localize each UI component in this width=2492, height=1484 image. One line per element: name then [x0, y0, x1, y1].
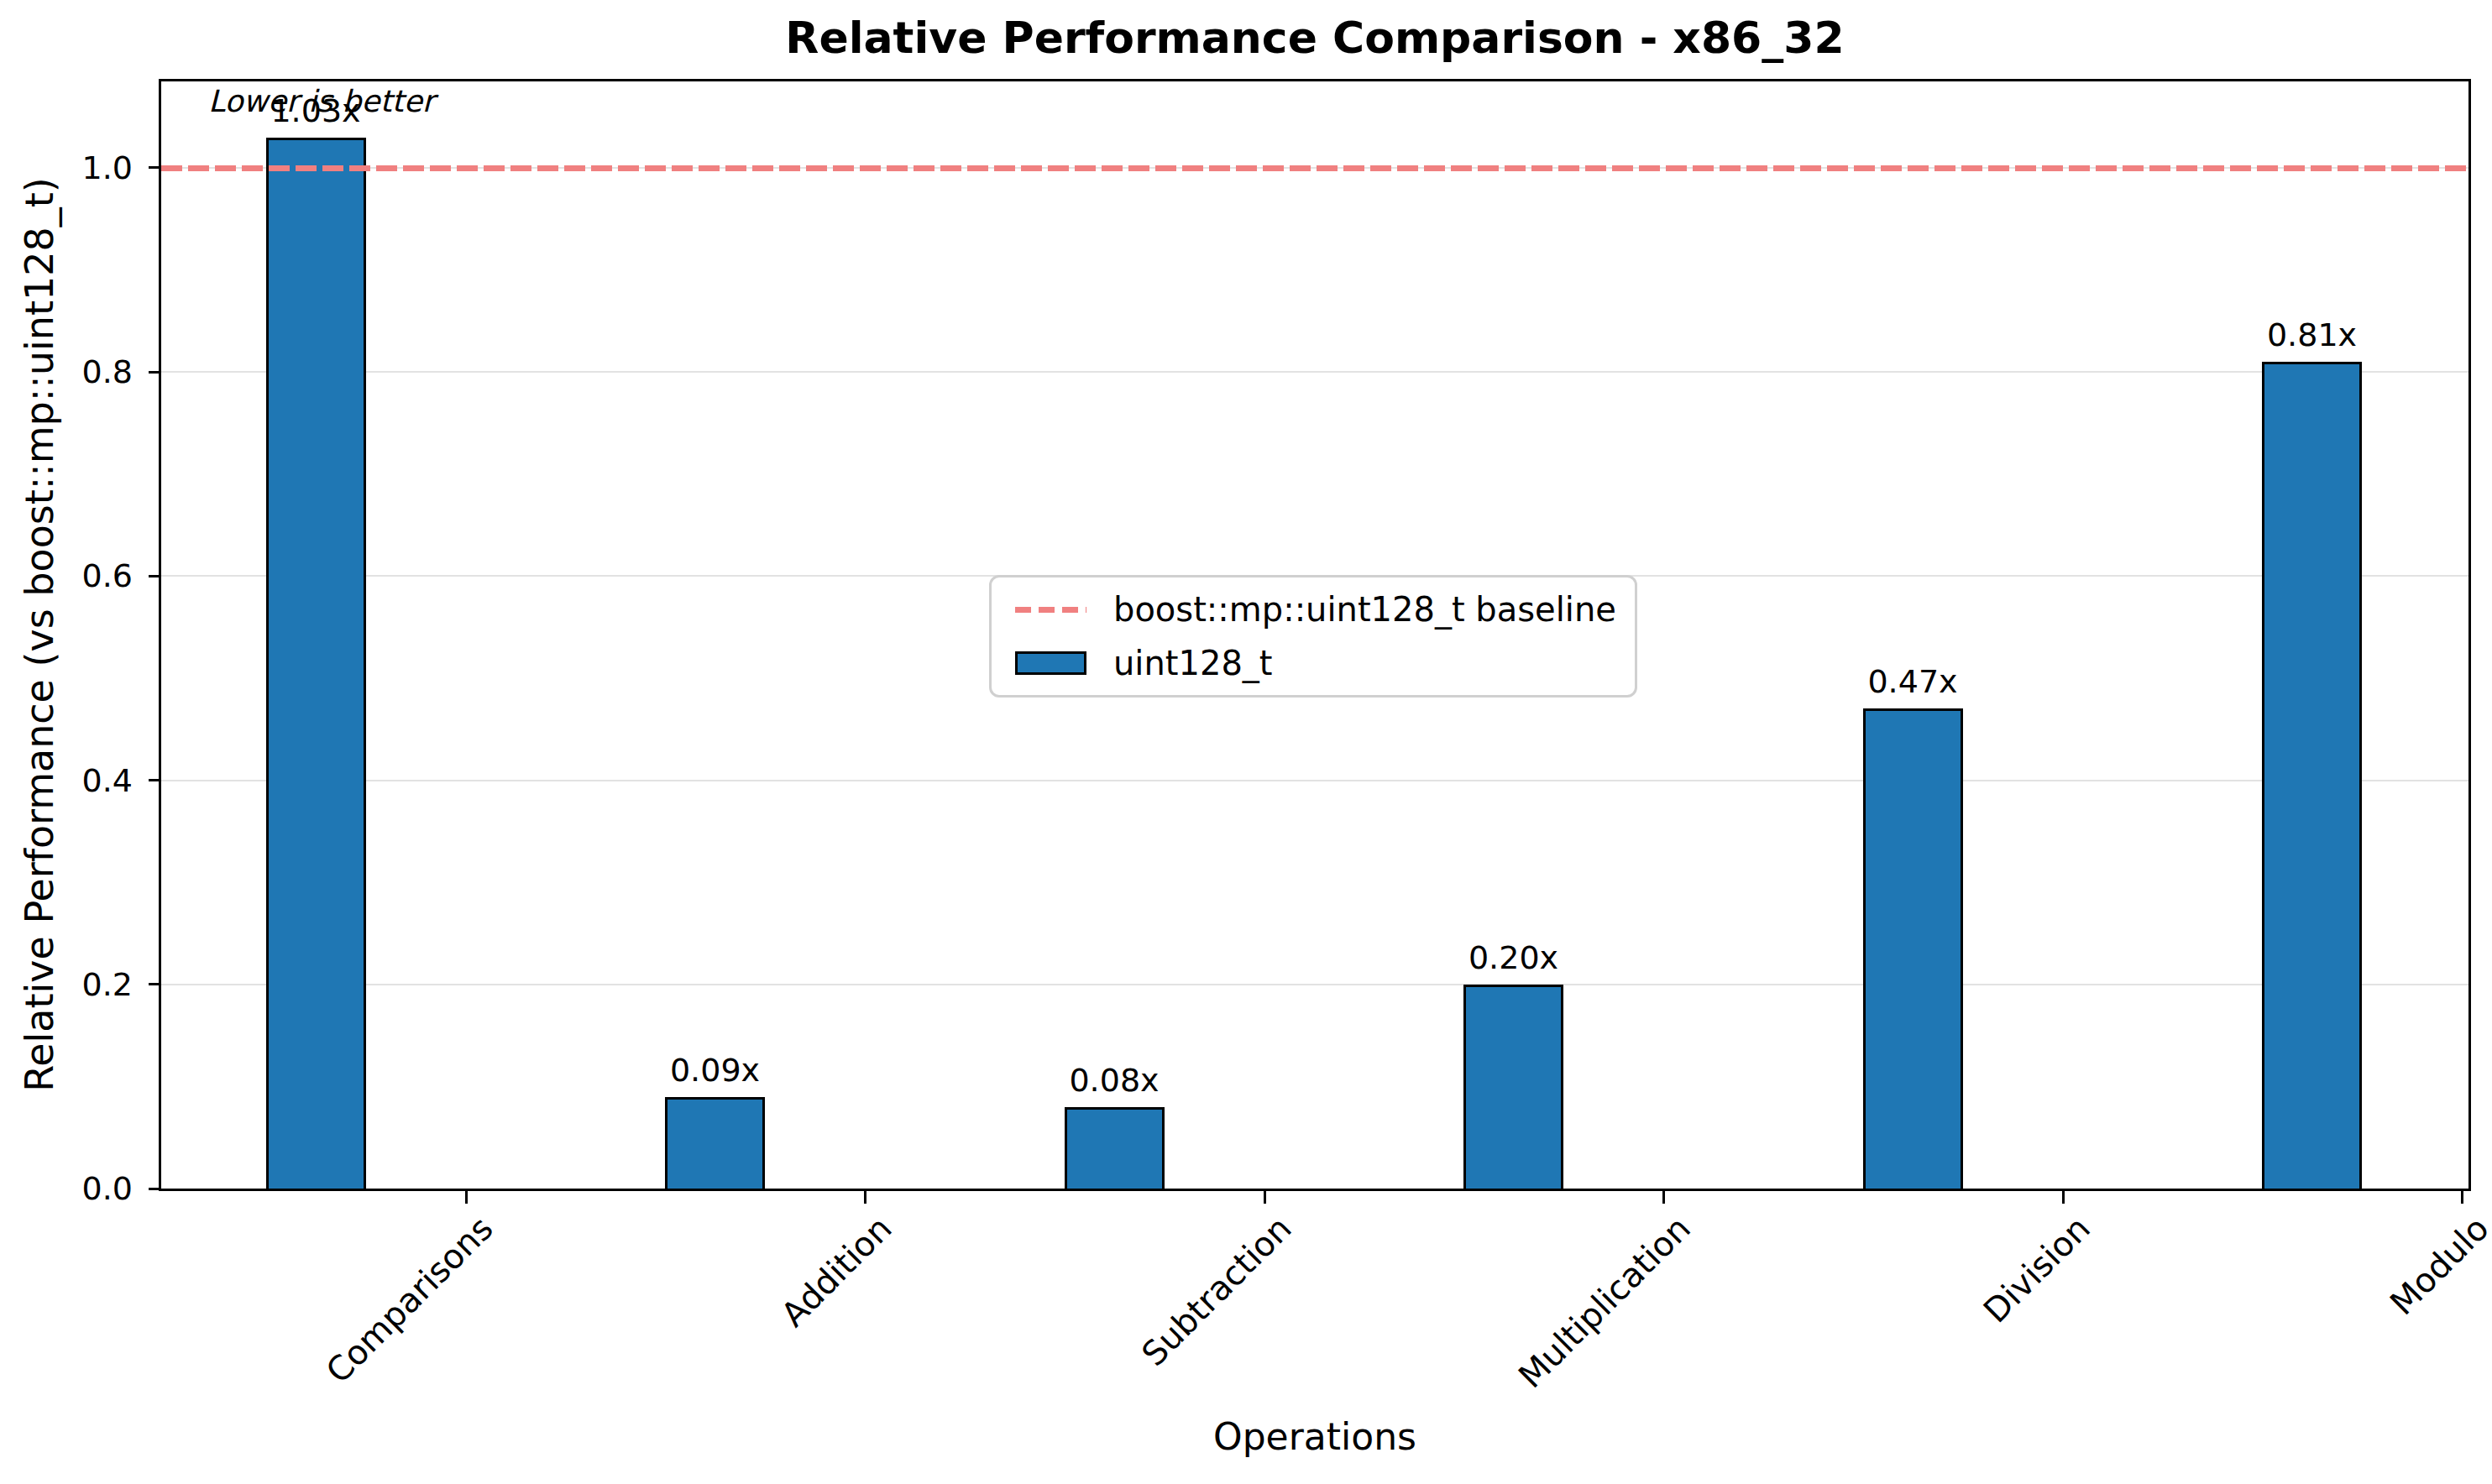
- y-tick: [149, 166, 161, 169]
- x-tick-label: Division: [1976, 1209, 2097, 1330]
- y-tick-label: 0.0: [0, 1170, 133, 1207]
- x-axis-label: Operations: [161, 1415, 2468, 1458]
- x-tick: [2461, 1191, 2463, 1204]
- y-axis-label: Relative Performance (vs boost::mp::uint…: [17, 177, 62, 1091]
- y-tick: [149, 1188, 161, 1190]
- bar-value-label: 0.08x: [1069, 1062, 1159, 1099]
- y-tick-label: 0.2: [0, 966, 133, 1003]
- bar-value-label: 0.20x: [1468, 939, 1558, 976]
- annotation-lower-is-better: Lower is better: [208, 84, 435, 118]
- x-tick-label: Multiplication: [1511, 1209, 1698, 1395]
- legend-label: boost::mp::uint128_t baseline: [1113, 590, 1616, 629]
- figure: Relative Performance Comparison - x86_32…: [0, 0, 2492, 1484]
- bar: [266, 138, 366, 1189]
- y-tick-label: 0.8: [0, 353, 133, 390]
- bar-value-label: 0.81x: [2267, 316, 2357, 353]
- y-tick-label: 1.0: [0, 149, 133, 186]
- y-tick: [149, 371, 161, 374]
- x-tick-label: Subtraction: [1133, 1209, 1298, 1373]
- bar: [1463, 985, 1563, 1189]
- x-tick: [1662, 1191, 1665, 1204]
- legend-entry-baseline: boost::mp::uint128_t baseline: [1015, 591, 1611, 628]
- legend-dashed-line-sample: [1015, 607, 1086, 613]
- x-tick-label: Comparisons: [318, 1209, 500, 1391]
- baseline-dashed-line: [161, 165, 2468, 171]
- bar-value-label: 0.47x: [1867, 663, 1957, 700]
- x-tick-label: Modulo: [2383, 1209, 2492, 1322]
- bar: [2262, 362, 2362, 1189]
- x-tick-label: Addition: [774, 1209, 899, 1334]
- gridline: [161, 984, 2468, 985]
- y-tick-label: 0.6: [0, 557, 133, 594]
- bar: [1065, 1107, 1165, 1189]
- y-tick: [149, 779, 161, 781]
- bar: [665, 1097, 765, 1189]
- y-tick: [149, 575, 161, 577]
- legend: boost::mp::uint128_t baseline uint128_t: [989, 575, 1637, 698]
- x-tick: [1264, 1191, 1266, 1204]
- y-tick-label: 0.4: [0, 762, 133, 799]
- legend-label: uint128_t: [1113, 644, 1273, 682]
- y-tick: [149, 983, 161, 985]
- gridline: [161, 780, 2468, 781]
- x-tick: [2062, 1191, 2065, 1204]
- legend-entry-uint128: uint128_t: [1015, 645, 1611, 682]
- bar: [1863, 708, 1963, 1189]
- gridline: [161, 371, 2468, 373]
- bar-value-label: 0.09x: [670, 1052, 760, 1089]
- x-tick: [864, 1191, 866, 1204]
- chart-title: Relative Performance Comparison - x86_32: [161, 12, 2468, 64]
- x-tick: [465, 1191, 468, 1204]
- legend-box-sample: [1015, 651, 1086, 675]
